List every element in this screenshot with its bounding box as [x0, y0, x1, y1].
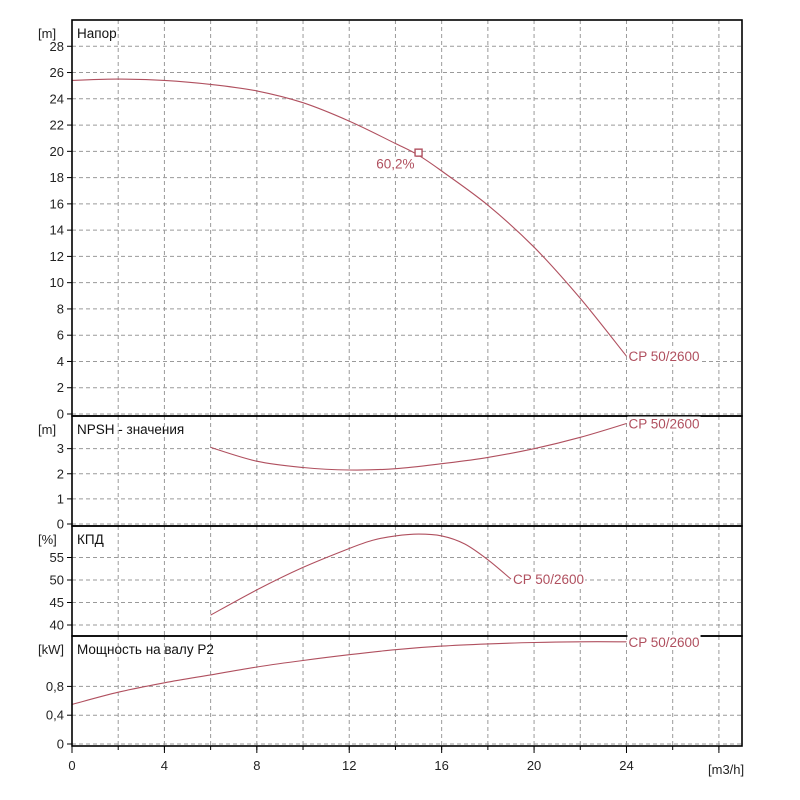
- y-tick-label: 16: [50, 196, 64, 211]
- series-label-eff: CP 50/2600: [513, 572, 584, 587]
- panel-title-npsh: NPSH - значения: [77, 422, 184, 437]
- x-tick-label: 16: [434, 758, 448, 773]
- panel-title-eff: КПД: [77, 532, 104, 547]
- y-tick-label: 28: [50, 39, 64, 54]
- y-tick-label: 24: [50, 91, 64, 106]
- panel-frame-eff: [71, 525, 743, 637]
- series-line-eff: [210, 533, 512, 616]
- y-tick-label: 22: [50, 118, 64, 133]
- y-tick-label: 8: [57, 301, 64, 316]
- series-label-bg: [627, 349, 701, 365]
- y-tick-label: 26: [50, 65, 64, 80]
- y-tick-label: 2: [57, 466, 64, 481]
- series-line-power: [71, 641, 627, 705]
- grid-layer: [72, 20, 742, 746]
- y-tick-label: 0: [57, 737, 64, 752]
- y-tick-label: 0,4: [46, 708, 64, 723]
- y-tick-label: 18: [50, 170, 64, 185]
- x-tick-label: 8: [253, 758, 260, 773]
- series-line-npsh: [210, 422, 627, 471]
- x-tick-label: 24: [619, 758, 633, 773]
- annotation-bg: [375, 156, 416, 172]
- series-label-bg: [627, 416, 701, 432]
- y-tick-label: 4: [57, 354, 64, 369]
- x-tick-label: 12: [342, 758, 356, 773]
- panel-unit-head: [m]: [38, 26, 56, 41]
- panel-unit-eff: [%]: [38, 532, 57, 547]
- y-tick-label: 6: [57, 328, 64, 343]
- panel-title-head: Напор: [77, 26, 117, 41]
- series-label-head: CP 50/2600: [628, 349, 699, 364]
- y-tick-label: 55: [50, 550, 64, 565]
- y-tick-label: 0,8: [46, 679, 64, 694]
- operating-point-label: 60,2%: [376, 157, 414, 172]
- series-label-bg: [511, 572, 586, 588]
- y-tick-label: 2: [57, 380, 64, 395]
- y-tick-label: 0: [57, 517, 64, 532]
- series-line-head: [71, 78, 627, 357]
- series-label-bg: [627, 634, 701, 650]
- y-tick-label: 20: [50, 144, 64, 159]
- series-label-power: CP 50/2600: [628, 635, 699, 650]
- y-tick-label: 3: [57, 441, 64, 456]
- y-tick-label: 45: [50, 595, 64, 610]
- panel-unit-power: [kW]: [38, 642, 64, 657]
- series-label-npsh: CP 50/2600: [628, 417, 699, 432]
- y-tick-label: 1: [57, 491, 64, 506]
- x-tick-label: 0: [68, 758, 75, 773]
- x-tick-label: 20: [527, 758, 541, 773]
- y-tick-label: 12: [50, 249, 64, 264]
- curves-layer: [71, 78, 627, 705]
- frames-layer: [71, 19, 743, 747]
- ticks-layer: [67, 45, 720, 753]
- operating-point-marker: [414, 148, 423, 157]
- y-tick-label: 50: [50, 573, 64, 588]
- panel-frame-power: [71, 635, 743, 747]
- panel-unit-npsh: [m]: [38, 422, 56, 437]
- y-tick-label: 0: [57, 407, 64, 422]
- x-axis-unit: [m3/h]: [708, 762, 744, 777]
- x-tick-label: 4: [161, 758, 168, 773]
- y-tick-label: 10: [50, 275, 64, 290]
- y-tick-label: 14: [50, 223, 64, 238]
- panel-title-power: Мощность на валу P2: [77, 642, 214, 657]
- y-tick-label: 40: [50, 618, 64, 633]
